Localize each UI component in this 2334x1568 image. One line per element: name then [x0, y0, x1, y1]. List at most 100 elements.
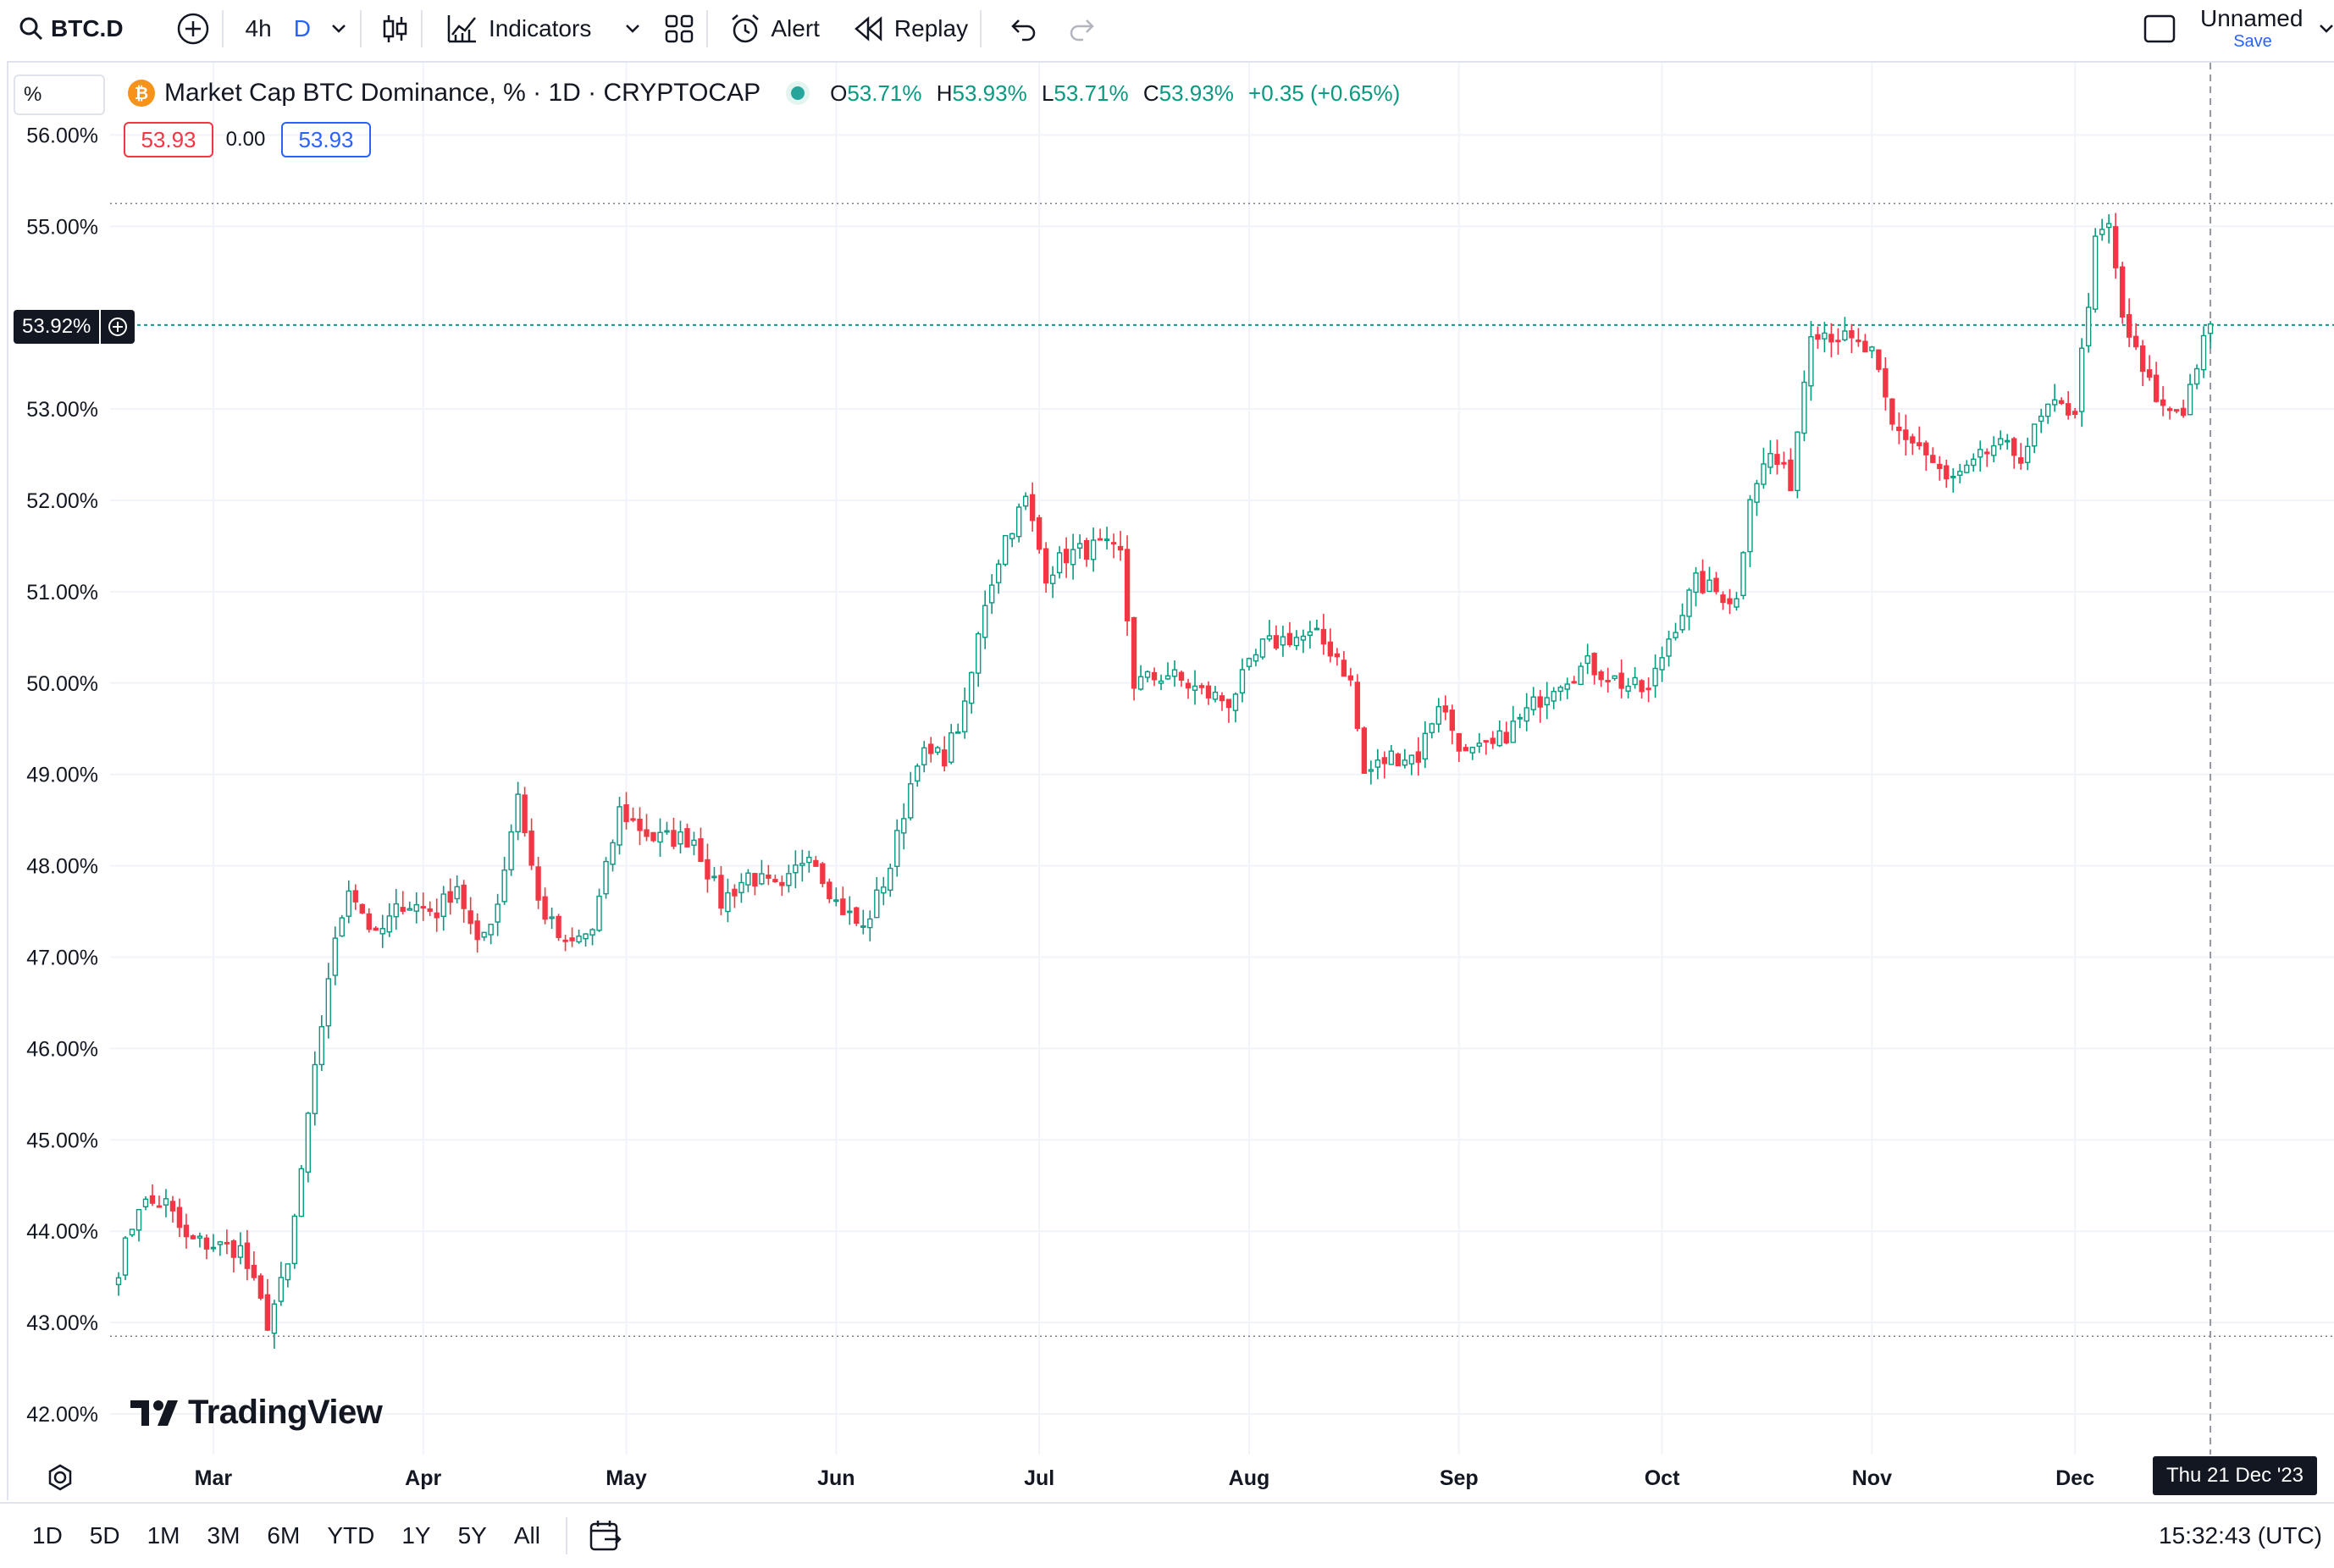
range-button-1y[interactable]: 1Y: [401, 1522, 431, 1549]
candle: [1659, 646, 1665, 682]
save-link[interactable]: Save: [2233, 32, 2272, 51]
buy-price-box[interactable]: 53.93: [281, 122, 371, 157]
candle: [1652, 654, 1658, 698]
candle: [1178, 671, 1185, 687]
candle-series: [115, 213, 2214, 1349]
buy-price: 53.93: [298, 126, 354, 152]
candle: [718, 865, 724, 915]
candle: [1009, 533, 1015, 548]
candle: [2180, 400, 2187, 418]
interval-4h-button[interactable]: 4h: [246, 0, 272, 58]
range-button-5d[interactable]: 5D: [89, 1522, 120, 1549]
top-toolbar: BTC.D 4h D: [0, 0, 2334, 58]
undo-button[interactable]: [1009, 0, 1037, 58]
candle: [617, 797, 622, 855]
range-button-6m[interactable]: 6M: [267, 1522, 301, 1549]
candle: [481, 931, 487, 941]
candle: [2193, 364, 2200, 389]
y-tick-label: 49.00%: [26, 764, 98, 787]
toolbar-divider: [565, 1517, 567, 1554]
candle: [1530, 687, 1536, 715]
candle: [1273, 625, 1280, 650]
candle: [684, 823, 690, 847]
redo-button[interactable]: [1068, 0, 1097, 58]
candle: [1219, 692, 1225, 711]
candle: [1225, 698, 1232, 723]
candle: [427, 901, 433, 917]
time-axis[interactable]: Mar Apr May Jun Jul Aug Sep Oct Nov Dec: [195, 1466, 2095, 1490]
sell-price-box[interactable]: 53.93: [124, 122, 213, 157]
chart-settings-button[interactable]: [46, 1463, 75, 1496]
candle: [1496, 720, 1502, 748]
x-tick-label: Mar: [195, 1466, 233, 1490]
candles-icon: [383, 15, 407, 42]
candle: [1977, 440, 1983, 472]
candle: [833, 887, 839, 907]
candle: [1049, 566, 1056, 599]
candle: [752, 872, 758, 896]
candle: [2126, 298, 2132, 347]
market-status-dot[interactable]: [791, 86, 805, 100]
add-alert-plus-icon[interactable]: [99, 310, 136, 344]
candle: [1747, 494, 1753, 567]
symbol-search[interactable]: BTC.D: [0, 0, 124, 58]
candle: [1944, 459, 1950, 489]
current-price-label[interactable]: 53.92%: [14, 310, 136, 344]
candle: [190, 1234, 196, 1239]
range-button-ytd[interactable]: YTD: [327, 1522, 375, 1549]
candle: [1171, 660, 1178, 687]
replay-label: Replay: [893, 15, 969, 41]
replay-button[interactable]: Replay: [854, 0, 968, 58]
layout-name-button[interactable]: Unnamed Save: [2200, 5, 2327, 52]
layout-dropdown-button[interactable]: [2319, 0, 2334, 58]
candle: [1192, 670, 1198, 705]
candle: [2207, 321, 2214, 349]
candle: [1693, 566, 1699, 607]
candle: [569, 927, 575, 947]
candle: [1889, 398, 1895, 431]
candle: [1673, 622, 1679, 641]
candle: [413, 892, 419, 924]
candle: [1063, 537, 1070, 578]
candle: [136, 1209, 142, 1242]
range-button-3m[interactable]: 3M: [207, 1522, 241, 1549]
alarm-clock-icon: [732, 14, 760, 43]
go-to-date-button[interactable]: [588, 1519, 623, 1553]
candle: [2038, 408, 2044, 433]
close-value: 53.93%: [1159, 80, 1234, 106]
interval-dropdown-button[interactable]: [329, 0, 348, 58]
interval-d-button[interactable]: D: [294, 0, 311, 58]
candle: [291, 1213, 298, 1269]
utc-clock[interactable]: 15:32:43 (UTC): [2159, 1522, 2322, 1549]
candle: [2079, 338, 2085, 428]
chevron-down-icon: [2320, 25, 2333, 33]
compare-symbol-button[interactable]: [176, 0, 210, 58]
candle: [1442, 695, 1448, 721]
y-tick-label: 45.00%: [26, 1129, 98, 1152]
candle: [1849, 323, 1855, 354]
range-button-all[interactable]: All: [513, 1522, 540, 1549]
candle: [1354, 674, 1361, 732]
candle: [461, 880, 467, 923]
candle: [1883, 357, 1889, 411]
range-button-1m[interactable]: 1M: [147, 1522, 180, 1549]
layouts-button[interactable]: [664, 0, 694, 58]
range-button-1d[interactable]: 1D: [32, 1522, 63, 1549]
candle: [454, 875, 460, 904]
scale-mode-select[interactable]: %: [14, 75, 105, 115]
price-axis[interactable]: 56.00% 55.00% 53.00% 52.00% 51.00% 50.00% 49.0…: [26, 124, 98, 1427]
indicators-dropdown-button[interactable]: [623, 0, 642, 58]
range-button-5y[interactable]: 5Y: [457, 1522, 487, 1549]
candle: [2092, 228, 2099, 313]
alert-button[interactable]: Alert: [728, 0, 820, 58]
chart-type-button[interactable]: [380, 0, 409, 58]
candle: [1402, 748, 1408, 769]
candle: [542, 887, 548, 925]
candle: [908, 771, 914, 821]
chart-pane[interactable]: [7, 61, 2334, 1500]
indicators-button[interactable]: Indicators: [446, 0, 591, 58]
candle: [535, 857, 541, 909]
candle: [1720, 591, 1726, 610]
multi-layout-toggle[interactable]: [2143, 0, 2176, 58]
